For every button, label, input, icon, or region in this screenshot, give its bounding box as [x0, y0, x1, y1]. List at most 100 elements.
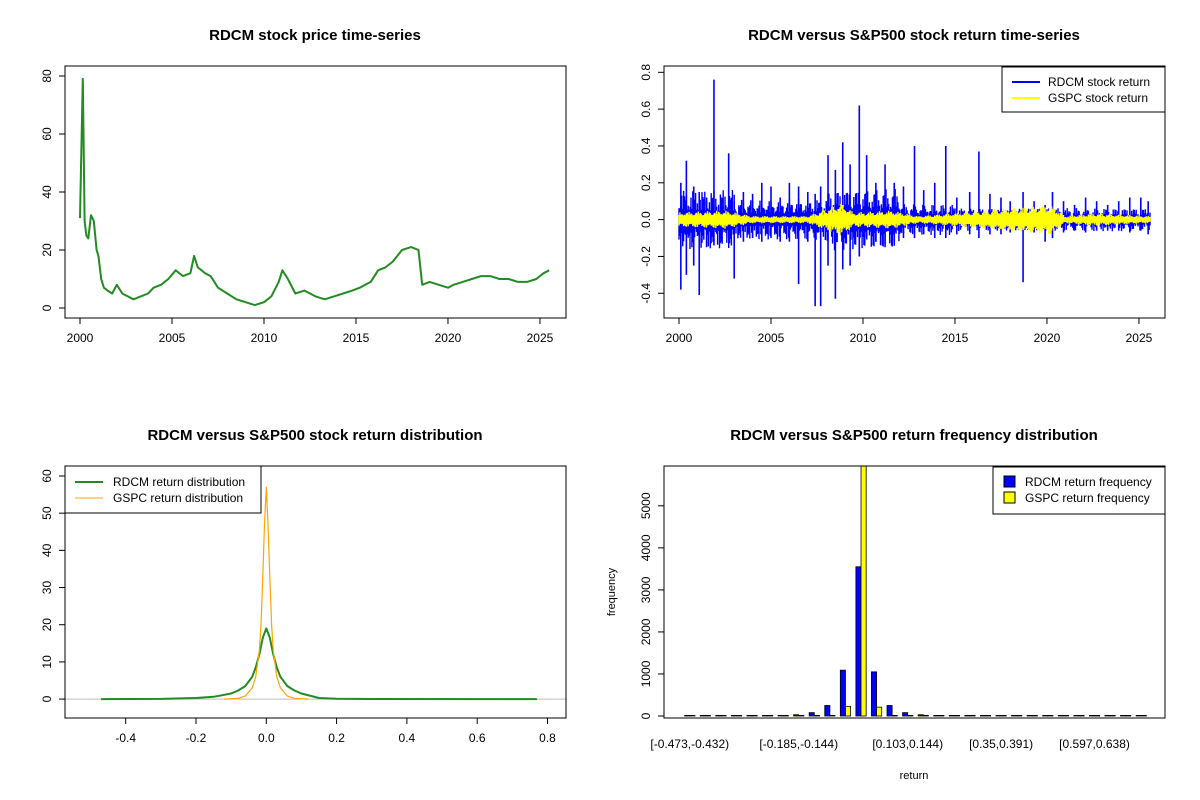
- price-series-line: [79, 77, 550, 307]
- return-ts-y-tick-label: 0.6: [639, 100, 653, 117]
- return-ts-x-tick-label: 2015: [942, 331, 969, 345]
- frequency-y-tick-label: 5000: [639, 492, 653, 519]
- gspc-frequency-bar: [813, 715, 820, 717]
- price-x-tick-label: 2000: [67, 331, 94, 345]
- gspc-frequency-bar: [860, 466, 867, 717]
- rdcm-frequency-bar: [1026, 715, 1033, 717]
- rdcm-frequency-bar: [1088, 715, 1095, 717]
- distribution-y-tick-label: 60: [40, 469, 54, 483]
- rdcm-frequency-bar: [715, 715, 722, 717]
- rdcm-frequency-bar: [777, 714, 784, 717]
- gspc-frequency-bar: [1094, 715, 1101, 717]
- gspc-frequency-bar: [751, 715, 758, 717]
- rdcm-frequency-bar: [1042, 715, 1049, 717]
- price-x-tick-label: 2005: [159, 331, 186, 345]
- return-ts-y-tick-label: 0.4: [639, 137, 653, 154]
- frequency-plot-area: [684, 466, 1147, 717]
- gspc-frequency-bar: [969, 715, 976, 717]
- rdcm-frequency-bar: [1135, 715, 1142, 717]
- return-ts-chart-title: RDCM versus S&P500 stock return time-ser…: [748, 27, 1080, 44]
- gspc-distribution-line: [224, 486, 309, 700]
- rdcm-frequency-bar: [855, 566, 862, 717]
- price-plot-area: [79, 77, 550, 307]
- frequency-x-tick-label: [-0.185,-0.144): [759, 737, 838, 751]
- price-axes: 2000 2005 2010 2015 2020 2025 0 20 40 60 80: [40, 69, 554, 345]
- distribution-y-tick-label: 50: [40, 506, 54, 520]
- frequency-axes: 0 1000 2000 3000 4000 5000 [-0.473,-0.432) [-0.…: [639, 492, 1130, 751]
- rdcm-frequency-bar: [824, 705, 831, 717]
- price-y-tick-label: 0: [40, 304, 54, 311]
- gspc-return-series: [678, 203, 1151, 236]
- price-x-tick-label: 2015: [343, 331, 370, 345]
- distribution-plot-area: [65, 486, 566, 701]
- frequency-legend-box: [992, 466, 1166, 515]
- gspc-frequency-bar: [704, 715, 711, 717]
- rdcm-frequency-bar: [839, 669, 846, 717]
- rdcm-frequency-bar: [948, 715, 955, 717]
- distribution-y-tick-label: 20: [40, 618, 54, 632]
- gspc-frequency-bar: [798, 715, 805, 717]
- return-ts-x-tick-label: 2000: [666, 331, 693, 345]
- legend-label-gspc-distribution: GSPC return distribution: [113, 491, 243, 505]
- rdcm-frequency-bar: [964, 715, 971, 717]
- gspc-frequency-bar: [720, 715, 727, 717]
- price-x-tick-label: 2010: [251, 331, 278, 345]
- legend-swatch-gspc-frequency: [1003, 491, 1016, 504]
- distribution-y-tick-label: 40: [40, 543, 54, 557]
- return-ts-y-tick-label: -0.4: [639, 283, 653, 304]
- frequency-x-tick-label: [0.103,0.144): [872, 737, 943, 751]
- distribution-x-tick-label: 0.2: [328, 731, 345, 745]
- gspc-frequency-bar: [1140, 715, 1147, 717]
- distribution-x-tick-label: 0.6: [469, 731, 486, 745]
- return-ts-y-tick-label: 0.0: [639, 211, 653, 228]
- frequency-x-tick-label: [-0.473,-0.432): [650, 737, 729, 751]
- rdcm-frequency-bar: [1073, 715, 1080, 717]
- legend-swatch-rdcm-frequency: [1003, 475, 1016, 488]
- return-ts-panel: RDCM versus S&P500 stock return time-ser…: [639, 27, 1166, 345]
- rdcm-frequency-bar: [886, 705, 893, 717]
- distribution-x-tick-label: -0.2: [186, 731, 207, 745]
- return-ts-x-tick-label: 2020: [1034, 331, 1061, 345]
- gspc-frequency-bar: [736, 715, 743, 717]
- gspc-frequency-bar: [938, 715, 945, 717]
- rdcm-frequency-bar: [762, 715, 769, 717]
- distribution-chart-title: RDCM versus S&P500 stock return distribu…: [147, 427, 482, 444]
- rdcm-frequency-bar: [871, 671, 877, 717]
- rdcm-frequency-bar: [902, 712, 909, 717]
- gspc-frequency-bar: [1078, 715, 1085, 717]
- frequency-y-tick-label: 0: [639, 712, 653, 719]
- price-plot-box: [64, 65, 567, 319]
- rdcm-frequency-bar: [793, 714, 800, 717]
- return-ts-legend-box: [1001, 66, 1166, 113]
- gspc-frequency-bar: [1031, 715, 1038, 717]
- gspc-frequency-bar: [891, 715, 898, 717]
- distribution-legend-box: [64, 465, 262, 514]
- return-ts-y-tick-label: -0.2: [639, 246, 653, 267]
- distribution-x-tick-label: 0.4: [399, 731, 416, 745]
- rdcm-frequency-bar: [1120, 715, 1127, 717]
- frequency-y-tick-label: 4000: [639, 534, 653, 561]
- frequency-x-tick-label: [0.35,0.391): [969, 737, 1033, 751]
- gspc-frequency-bar: [1109, 715, 1116, 717]
- frequency-x-tick-label: [0.597,0.638): [1059, 737, 1130, 751]
- gspc-frequency-bar: [907, 715, 914, 717]
- gspc-frequency-bar: [845, 705, 851, 717]
- rdcm-frequency-bar: [699, 715, 706, 717]
- rdcm-frequency-bar: [730, 715, 737, 717]
- gspc-frequency-bar: [1047, 715, 1054, 717]
- rdcm-frequency-bar: [684, 715, 691, 717]
- distribution-panel: RDCM versus S&P500 stock return distribu…: [40, 427, 567, 745]
- legend-label-rdcm-return: RDCM stock return: [1048, 75, 1150, 89]
- return-ts-plot-area: [678, 79, 1151, 307]
- distribution-y-tick-label: 0: [40, 695, 54, 702]
- price-chart-title: RDCM stock price time-series: [209, 27, 421, 44]
- frequency-legend: RDCM return frequency GSPC return freque…: [992, 466, 1166, 515]
- rdcm-frequency-bar: [1104, 715, 1111, 717]
- gspc-frequency-bar: [689, 715, 696, 717]
- rdcm-frequency-bar: [746, 715, 753, 717]
- rdcm-frequency-bar: [933, 715, 940, 717]
- price-y-tick-label: 40: [40, 185, 54, 199]
- return-ts-legend: RDCM stock return GSPC stock return: [1001, 66, 1166, 113]
- rdcm-frequency-bar: [808, 712, 815, 717]
- return-ts-x-tick-label: 2010: [850, 331, 877, 345]
